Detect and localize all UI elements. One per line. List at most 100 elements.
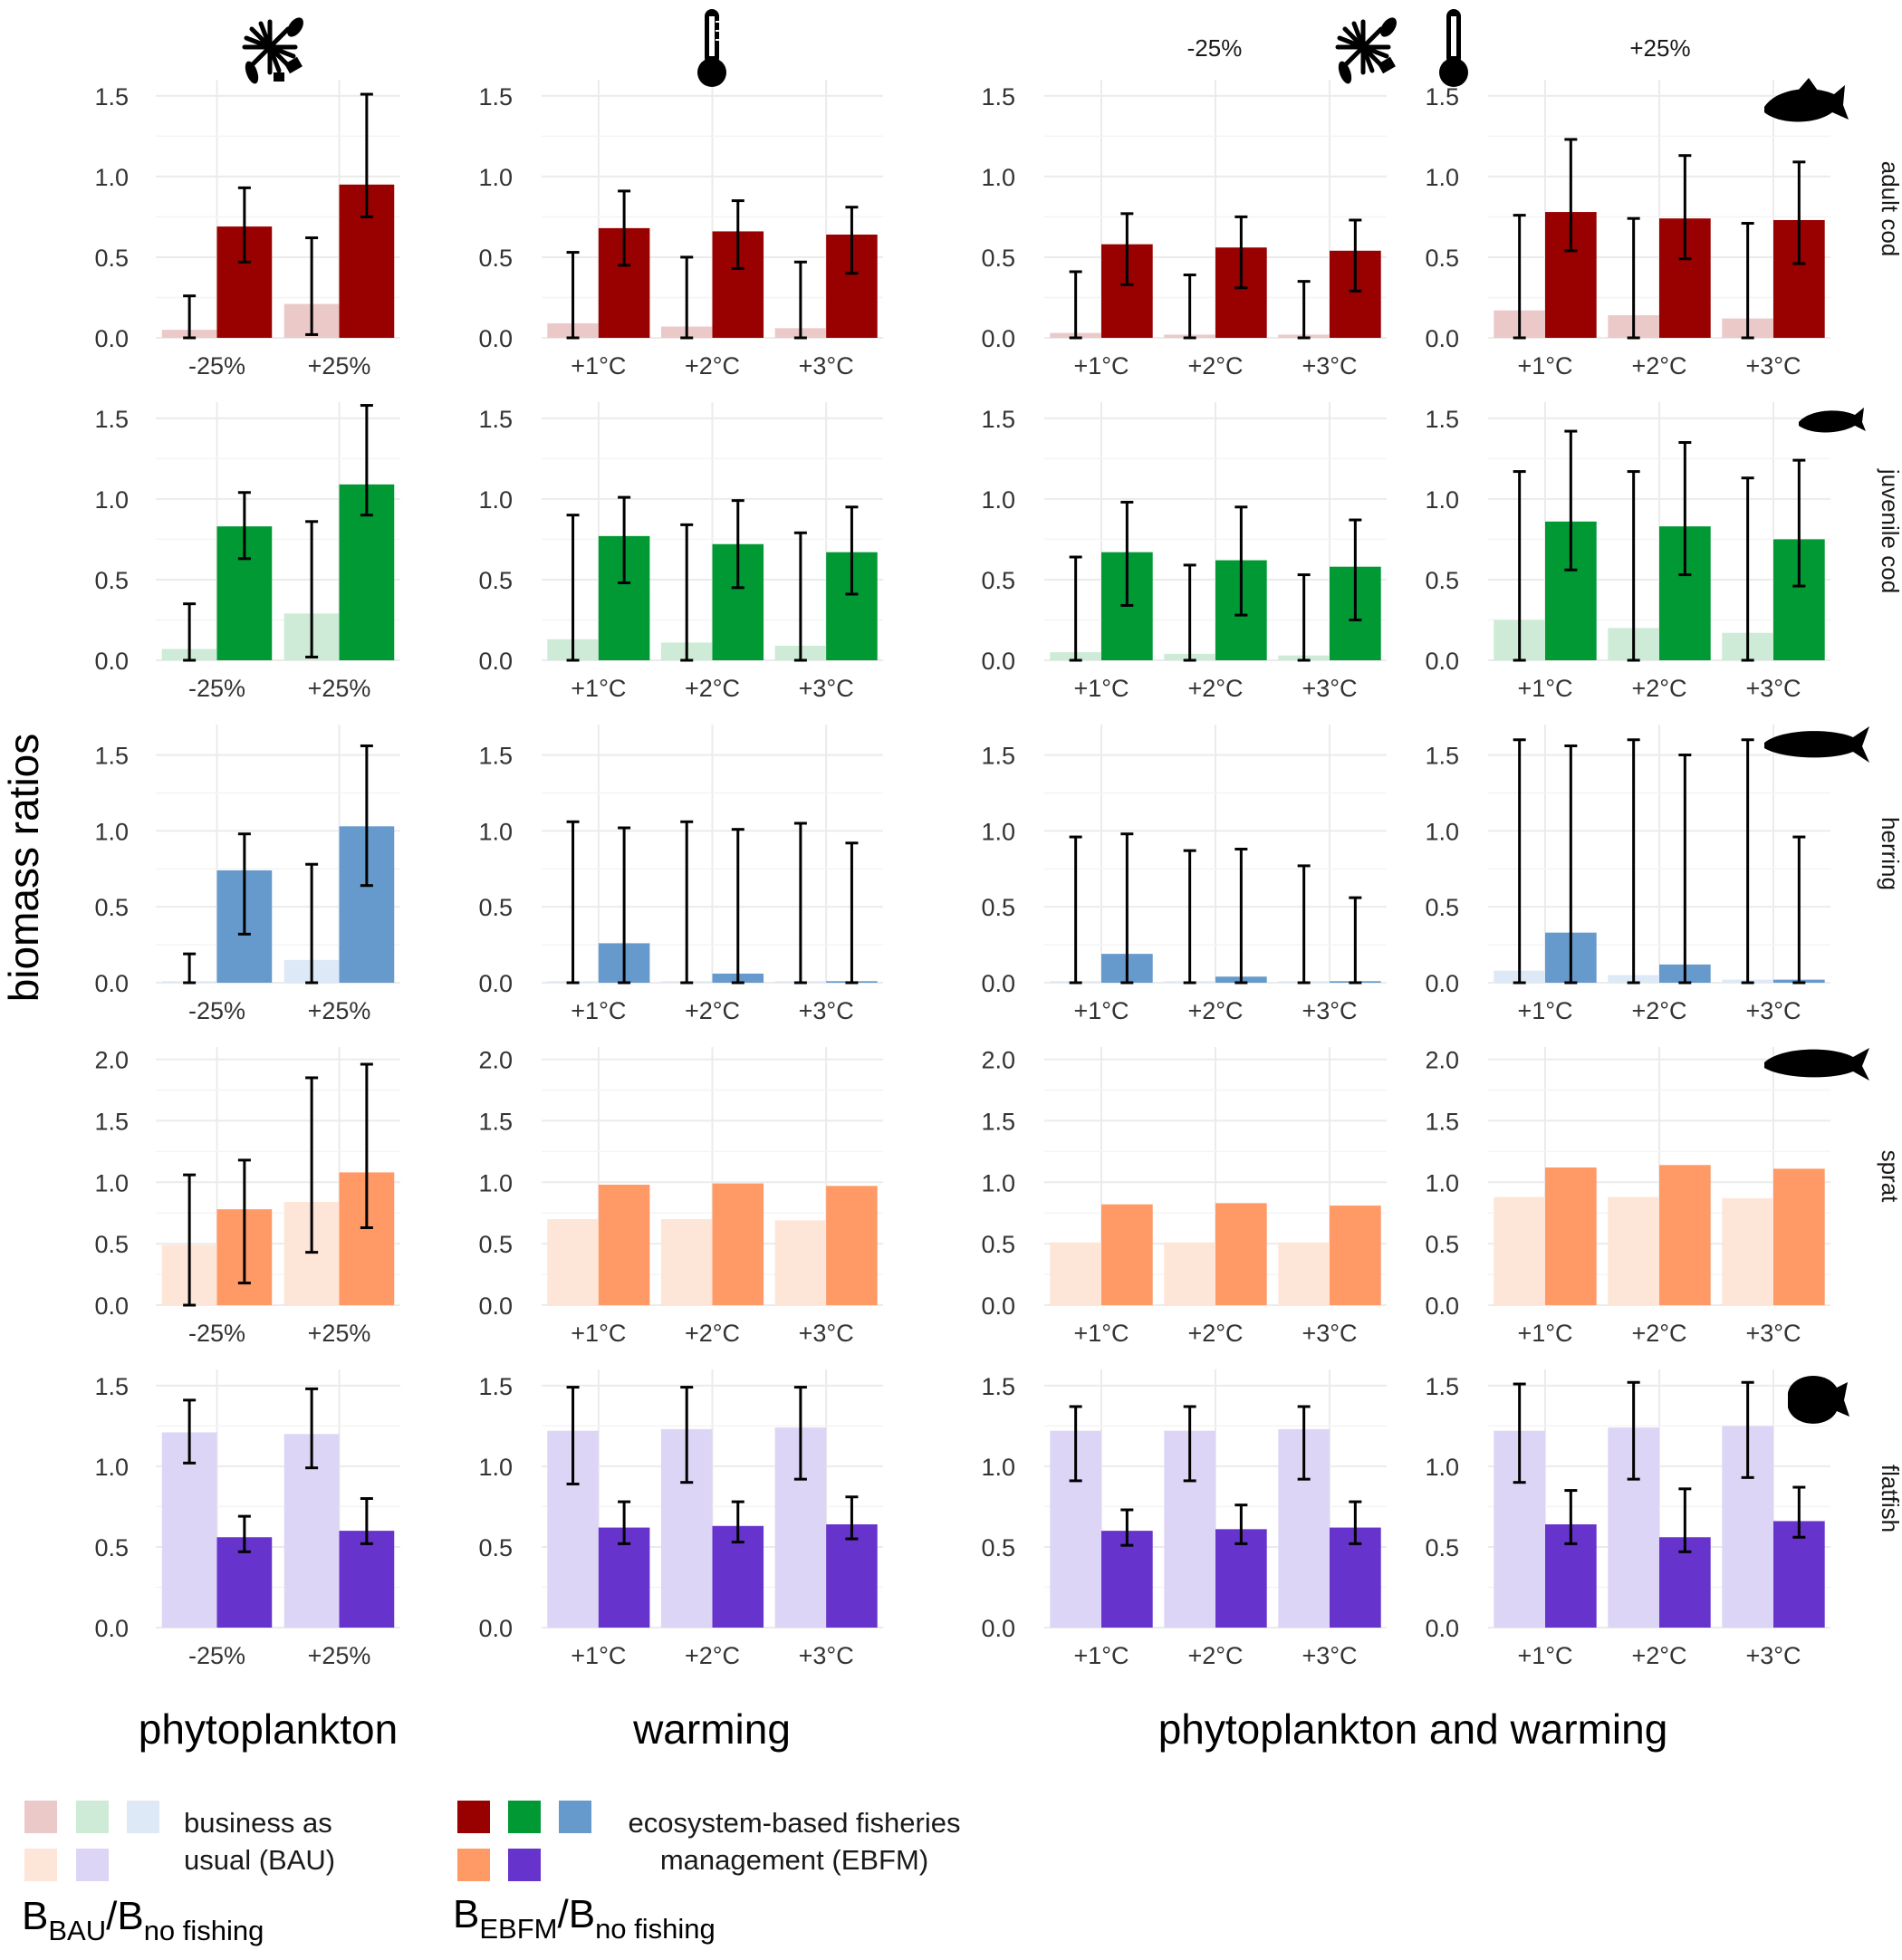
y-tick-label: 0.5 <box>478 894 513 921</box>
bar-ebfm <box>1101 1531 1153 1628</box>
species-strip-label: juvenile cod <box>1877 468 1902 593</box>
y-tick-label: 2.0 <box>1425 1047 1459 1074</box>
y-tick-label: 0.5 <box>94 245 129 272</box>
panel-herring-phyto: 0.0 0.5 1.0 1.5 -25% +25% <box>94 725 400 1024</box>
y-tick-label: 1.0 <box>1425 818 1459 845</box>
y-tick-label: 1.0 <box>981 1454 1015 1481</box>
x-tick-label: +1°C <box>1517 997 1572 1024</box>
panel-flatfish-phyto: 0.0 0.5 1.0 1.5 -25% +25% <box>94 1369 400 1669</box>
x-tick-label: -25% <box>188 1320 245 1347</box>
y-tick-label: 1.0 <box>478 1169 513 1196</box>
legend-swatch-ebfm-juvenile-cod <box>508 1801 541 1833</box>
y-tick-label: 0.0 <box>478 325 513 352</box>
column-group-label: warming <box>632 1705 791 1753</box>
x-tick-label: +3°C <box>1745 352 1801 380</box>
panel-adult-cod-pw_minus: 0.0 0.5 1.0 1.5 +1°C +2°C +3°C <box>981 80 1387 380</box>
legend-ebfm-text-line2: management (EBFM) <box>660 1844 928 1876</box>
panel-sprat-phyto: 0.0 0.5 1.0 1.5 2.0 -25% +25% <box>94 1047 400 1347</box>
y-tick-label: 0.0 <box>94 1292 129 1320</box>
y-axis-label: biomass ratios <box>0 734 47 1003</box>
y-tick-label: 2.0 <box>981 1047 1015 1074</box>
y-tick-label: 1.5 <box>94 406 129 433</box>
panels: adult cod 0.0 0.5 1.0 1.5 -25% +25% 0.0 0.5 1.0 1.… <box>94 80 1902 1669</box>
x-tick-label: +3°C <box>799 997 854 1024</box>
y-tick-label: 0.0 <box>1425 325 1459 352</box>
x-tick-label: +3°C <box>799 1320 854 1347</box>
y-tick-label: 0.5 <box>1425 1231 1459 1258</box>
bar-bau <box>660 1219 713 1305</box>
bar-bau <box>774 1220 827 1305</box>
legend-swatch-ebfm-flatfish <box>508 1849 541 1881</box>
thermometer-icon <box>697 9 726 87</box>
y-tick-label: 0.0 <box>478 970 513 997</box>
x-tick-label: +25% <box>308 1642 371 1669</box>
legend-swatch-ebfm-adult-cod <box>457 1801 490 1833</box>
y-tick-label: 0.0 <box>478 648 513 675</box>
y-tick-label: 0.0 <box>981 970 1015 997</box>
x-tick-label: +3°C <box>1302 997 1357 1024</box>
x-tick-label: +1°C <box>571 1320 626 1347</box>
y-tick-label: 1.5 <box>478 83 513 110</box>
bar-ebfm <box>598 1185 650 1305</box>
legend-bau-text-line1: business as <box>184 1807 332 1839</box>
annotation-minus25: -25% <box>1187 34 1243 62</box>
bar-bau <box>1608 1196 1659 1305</box>
x-tick-label: +1°C <box>571 352 626 380</box>
panel-juvenile-cod-warm: 0.0 0.5 1.0 1.5 +1°C +2°C +3°C <box>478 402 883 702</box>
species-strip-label: flatfish <box>1877 1465 1902 1532</box>
y-tick-label: 1.0 <box>981 164 1015 191</box>
x-tick-label: +2°C <box>1187 675 1243 702</box>
x-tick-label: +3°C <box>1745 675 1801 702</box>
species-strip-label: sprat <box>1877 1150 1902 1204</box>
y-tick-label: 1.5 <box>1425 83 1459 110</box>
x-tick-label: +2°C <box>685 1320 740 1347</box>
y-tick-label: 0.0 <box>478 1292 513 1320</box>
y-tick-label: 1.5 <box>478 1373 513 1400</box>
y-tick-label: 0.5 <box>94 1231 129 1258</box>
y-tick-label: 1.0 <box>1425 1454 1459 1481</box>
x-tick-label: +3°C <box>1745 1320 1801 1347</box>
x-tick-label: +3°C <box>799 675 854 702</box>
x-tick-label: +1°C <box>1073 352 1129 380</box>
legend: business as usual (BAU) ecosystem-based … <box>22 1801 961 1946</box>
x-tick-label: +25% <box>308 1320 371 1347</box>
species-strip-label: adult cod <box>1877 161 1902 257</box>
bar-bau <box>1722 1197 1773 1305</box>
y-tick-label: 0.5 <box>981 245 1015 272</box>
adult-cod-icon <box>1764 78 1849 122</box>
y-tick-label: 1.0 <box>1425 1169 1459 1196</box>
x-tick-label: +1°C <box>1517 1642 1572 1669</box>
panel-flatfish-warm: 0.0 0.5 1.0 1.5 +1°C +2°C +3°C <box>478 1369 883 1669</box>
y-tick-label: 0.5 <box>94 894 129 921</box>
y-tick-label: 0.0 <box>981 1292 1015 1320</box>
y-tick-label: 1.5 <box>981 743 1015 770</box>
y-tick-label: 1.0 <box>1425 486 1459 514</box>
y-tick-label: 0.0 <box>981 325 1015 352</box>
y-tick-label: 0.0 <box>1425 1292 1459 1320</box>
panel-adult-cod-phyto: 0.0 0.5 1.0 1.5 -25% +25% <box>94 80 400 380</box>
y-tick-label: 0.0 <box>94 648 129 675</box>
y-tick-label: 1.0 <box>478 818 513 845</box>
y-tick-label: 1.5 <box>478 1108 513 1135</box>
y-tick-label: 0.0 <box>94 970 129 997</box>
x-tick-label: +2°C <box>1631 352 1686 380</box>
bar-ebfm <box>1101 1204 1153 1305</box>
x-tick-label: +1°C <box>571 997 626 1024</box>
y-tick-label: 0.5 <box>478 1231 513 1258</box>
y-tick-label: 1.0 <box>478 486 513 514</box>
bar-bau <box>1494 1196 1545 1305</box>
y-tick-label: 1.5 <box>1425 1108 1459 1135</box>
y-tick-label: 1.5 <box>1425 743 1459 770</box>
phytoplankton-icon <box>242 17 303 84</box>
x-tick-label: +3°C <box>799 1642 854 1669</box>
bar-bau <box>1164 1242 1215 1305</box>
y-tick-label: 0.5 <box>478 245 513 272</box>
y-tick-label: 0.0 <box>981 648 1015 675</box>
y-tick-label: 1.0 <box>94 1169 129 1196</box>
y-tick-label: 1.5 <box>478 743 513 770</box>
x-tick-label: +2°C <box>1631 1642 1686 1669</box>
y-tick-label: 1.0 <box>1425 164 1459 191</box>
panel-sprat-pw_plus: 0.0 0.5 1.0 1.5 2.0 +1°C +2°C +3°C <box>1425 1047 1830 1347</box>
y-tick-label: 1.5 <box>94 83 129 110</box>
sprat-icon <box>1764 1048 1869 1081</box>
